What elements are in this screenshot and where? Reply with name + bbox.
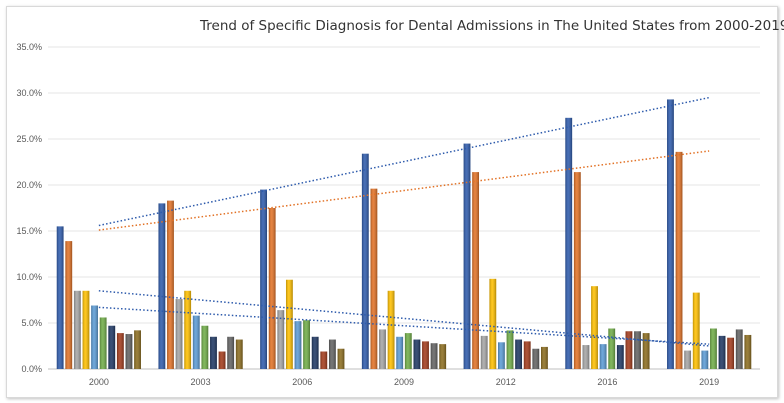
bar-shading [125, 334, 133, 369]
y-tick-label: 20.0% [16, 180, 42, 190]
y-axis-ticks: 0.0% 5.0% 10.0% 15.0% 20.0% 25.0% 30.0% 35.0% [16, 42, 42, 374]
y-tick-label: 35.0% [16, 42, 42, 52]
bar-shading [210, 336, 217, 369]
bar-shading [396, 336, 404, 369]
bar-shading [73, 290, 81, 369]
bar-shading [167, 200, 174, 369]
bar-shading [65, 241, 73, 369]
bar-shading [422, 341, 429, 369]
bar-shading [227, 336, 235, 369]
bar-shading [582, 345, 590, 369]
y-tick-label: 5.0% [21, 318, 42, 328]
bar-shading [303, 320, 310, 369]
x-axis-ticks: 2000 2003 2006 2009 2012 2016 2019 [89, 377, 719, 387]
bar-shading [134, 330, 141, 369]
bar-shading [158, 203, 166, 369]
bar-shading [634, 331, 641, 369]
bar-shading [667, 99, 674, 369]
bar-shading [675, 151, 683, 369]
bar-shading [108, 325, 116, 369]
bar-shading [192, 315, 200, 369]
bar-shading [387, 290, 395, 369]
trendline [98, 96, 710, 227]
y-tick-label: 25.0% [16, 134, 42, 144]
bar-shading [201, 325, 209, 369]
bar-shading [99, 317, 107, 369]
bar-shading [430, 343, 438, 369]
bar-shading [573, 172, 581, 369]
bar-shading [506, 330, 514, 369]
bar-shading [379, 329, 386, 369]
x-tick-label: 2006 [292, 377, 312, 387]
bar-shading [727, 337, 735, 369]
bar-shading [532, 348, 540, 369]
bar-shading [642, 333, 650, 369]
bar-shading [268, 208, 276, 369]
bar-shading [218, 351, 226, 369]
bar-shading [260, 189, 267, 369]
chart-title: Trend of Specific Diagnosis for Dental A… [200, 18, 784, 34]
bar-shading [235, 339, 243, 369]
y-tick-label: 30.0% [16, 88, 42, 98]
bar-shading [116, 333, 124, 369]
bar-shading [710, 328, 717, 369]
bar-shading [184, 290, 192, 369]
bar-shading [439, 344, 447, 369]
x-tick-label: 2003 [191, 377, 211, 387]
bar-shading [625, 331, 633, 369]
x-tick-label: 2000 [89, 377, 109, 387]
bar-shading [328, 339, 336, 369]
x-tick-label: 2016 [597, 377, 617, 387]
bar-shading [175, 299, 183, 369]
bar-shading [565, 117, 573, 369]
bar-shading [599, 344, 607, 369]
bar-shading [413, 339, 421, 369]
x-tick-label: 2009 [394, 377, 414, 387]
bar-shading [277, 310, 285, 369]
bar-shading [370, 188, 378, 369]
bar-shading [404, 333, 412, 369]
trendline [98, 290, 710, 347]
bar-shading [591, 286, 598, 369]
bars [56, 99, 752, 369]
x-tick-label: 2019 [699, 377, 719, 387]
bar-shading [515, 339, 523, 369]
bar-shading [608, 328, 616, 369]
bar-shading [463, 143, 471, 369]
bar-shading [616, 345, 624, 369]
bar-shading [472, 172, 480, 369]
bar-shading [692, 292, 700, 369]
y-tick-label: 0.0% [21, 364, 42, 374]
bar-shading [489, 278, 497, 369]
x-tick-label: 2012 [496, 377, 516, 387]
bar-shading [285, 279, 293, 369]
bar-shading [744, 334, 752, 369]
bar-shading [735, 329, 743, 369]
gridlines [48, 46, 760, 370]
bar-shading [541, 346, 548, 369]
bar-shading [56, 226, 64, 369]
bar-shading [311, 336, 319, 369]
bar-shading [82, 290, 90, 369]
trendline [98, 150, 710, 231]
bar-shading [523, 341, 531, 369]
bar-shading [498, 342, 505, 369]
bar-shading [320, 351, 328, 369]
bar-shading [361, 153, 369, 369]
y-tick-label: 15.0% [16, 226, 42, 236]
bar-shading [684, 350, 692, 369]
y-tick-label: 10.0% [16, 272, 42, 282]
bar-shading [91, 305, 98, 369]
bar-shading [294, 321, 302, 369]
bar-shading [480, 335, 488, 369]
trendlines [98, 96, 710, 347]
bar-shading [718, 335, 726, 369]
bar-shading [701, 350, 709, 369]
bar-shading [337, 348, 345, 369]
